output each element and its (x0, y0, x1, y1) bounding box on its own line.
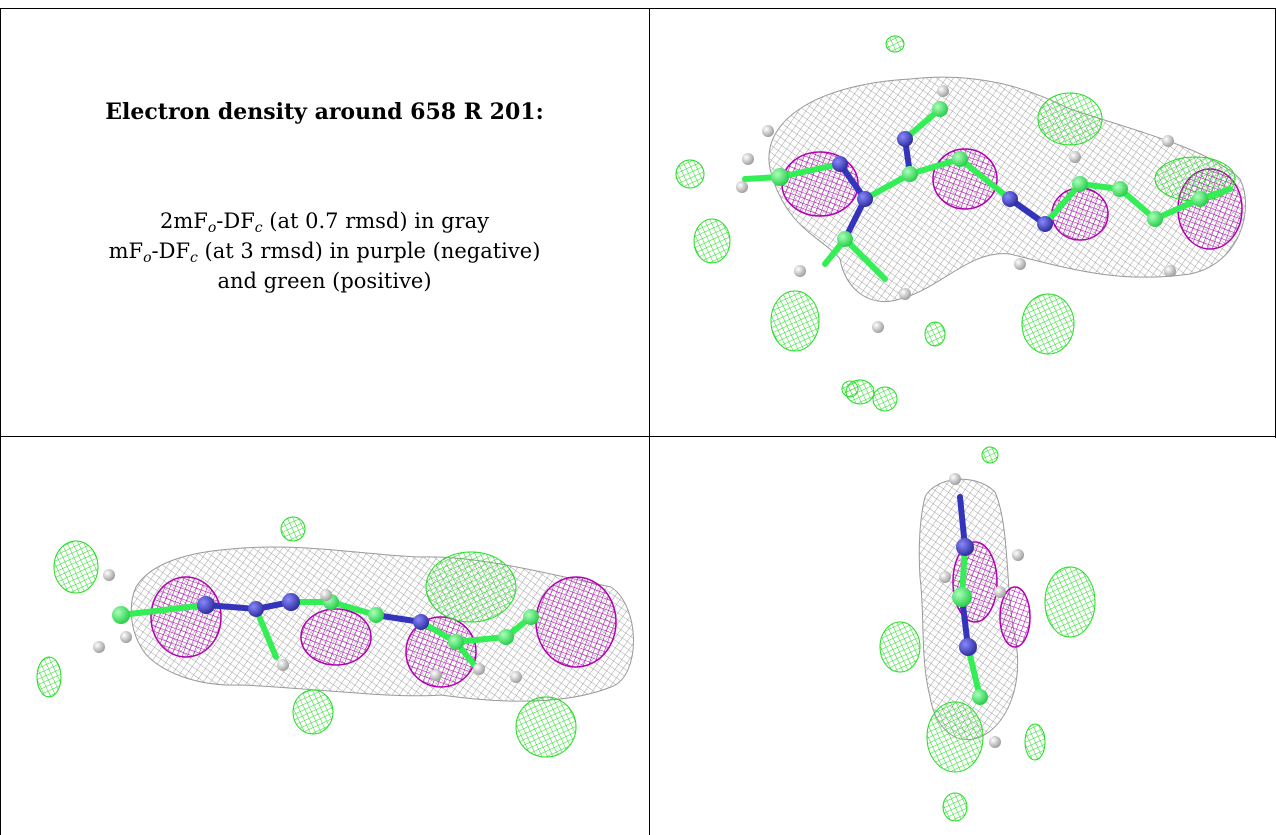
caption-line-1-a-sub: o (207, 220, 217, 236)
green-peak (924, 321, 946, 347)
density-image-top (675, 35, 1247, 412)
green-peak (1024, 723, 1046, 761)
green-peak (1044, 566, 1096, 638)
caption-line-1-b-sub: c (254, 220, 263, 236)
molecule-atoms (939, 473, 1024, 748)
green-peak (36, 656, 62, 698)
green-peak (981, 446, 999, 464)
density-view-top (650, 9, 1275, 436)
caption-panel: Electron density around 658 R 201: 2mFo-… (0, 0, 649, 430)
caption-line-3: and green (positive) (217, 269, 432, 293)
caption-line-1-a: 2mF (159, 209, 208, 233)
caption-text: 2mFo-DFc (at 0.7 rmsd) in gray mFo-DFc (… (0, 206, 649, 296)
green-peak (280, 516, 306, 542)
caption-line-2-a: mF (108, 239, 144, 263)
green-peak (515, 696, 577, 758)
caption-line-2-b-sub: c (190, 250, 198, 266)
gray-mesh (768, 76, 1247, 303)
frame-left (0, 8, 1, 835)
caption-line-1-rest: (at 0.7 rmsd) in gray (262, 209, 490, 233)
density-view-end (650, 437, 1275, 835)
purple-peak (300, 608, 372, 666)
purple-peak (150, 576, 222, 658)
green-peak (879, 621, 921, 673)
caption-line-1: 2mFo-DFc (at 0.7 rmsd) in gray (0, 206, 649, 236)
caption-title: Electron density around 658 R 201: (105, 99, 544, 125)
green-peak (926, 701, 984, 773)
frame-middle (649, 8, 650, 835)
molecule-atoms (93, 569, 539, 683)
green-peak (1037, 92, 1103, 146)
caption-line-2-b: -DF (151, 239, 191, 263)
green-peak (770, 290, 820, 352)
green-peak (693, 218, 731, 264)
caption-line-2-a-sub: o (143, 250, 152, 266)
green-peak (53, 540, 99, 594)
green-peak (841, 380, 859, 398)
green-peak (1021, 293, 1075, 355)
density-image-side (36, 516, 634, 758)
green-peak (885, 35, 905, 53)
caption-line-2-rest: (at 3 rmsd) in purple (negative) (197, 239, 541, 263)
green-peak (425, 551, 517, 623)
caption-line-2: mFo-DFc (at 3 rmsd) in purple (negative) (0, 236, 649, 266)
purple-peak (535, 576, 617, 668)
caption-line-1-b: -DF (216, 209, 255, 233)
green-peak (872, 386, 898, 412)
green-peak (942, 792, 968, 822)
purple-peak (999, 586, 1031, 648)
density-view-side (1, 437, 649, 835)
frame-top (0, 8, 1276, 9)
molecule-atoms (736, 85, 1208, 333)
green-peak (292, 689, 334, 735)
purple-peak (1051, 187, 1109, 241)
green-peak (675, 159, 705, 189)
density-image-end (879, 446, 1096, 822)
frame-divider (0, 436, 1276, 437)
